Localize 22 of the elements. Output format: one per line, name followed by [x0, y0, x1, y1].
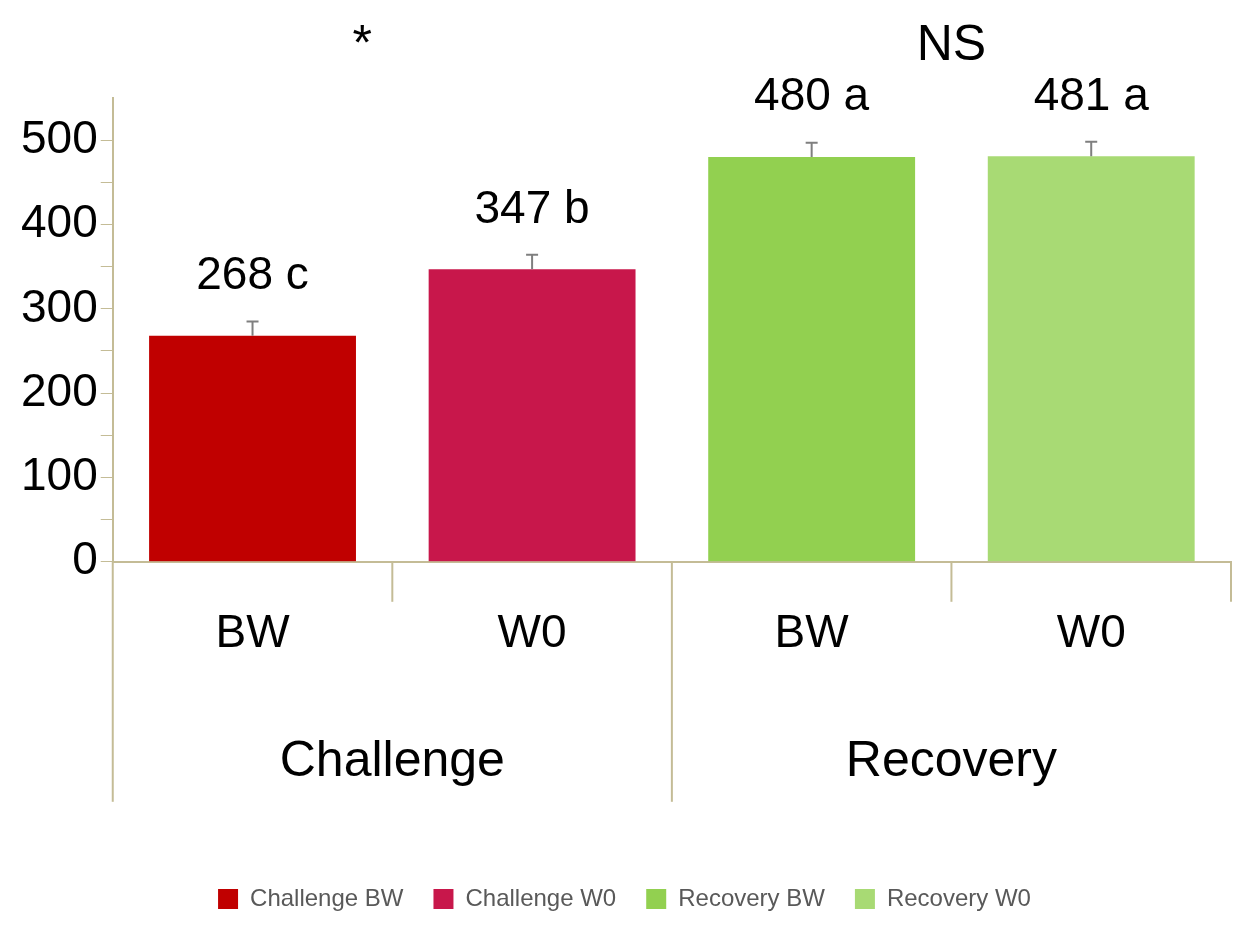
- legend-label: Challenge W0: [465, 883, 617, 911]
- legend-label: Challenge BW: [250, 883, 404, 911]
- x-tick-label: W0: [1056, 605, 1126, 658]
- data-label: 347 b: [474, 180, 590, 233]
- data-label: 268 c: [196, 247, 309, 300]
- y-tick-label: 200: [21, 363, 98, 416]
- text: Recovery: [845, 730, 1058, 787]
- data-label: 480 a: [754, 68, 870, 121]
- y-tick-label: 0: [72, 532, 98, 585]
- x-tick-label: BW: [774, 605, 850, 658]
- y-tick-label: 500: [21, 110, 98, 163]
- text: *: [352, 14, 373, 71]
- y-tick-label: 100: [21, 448, 98, 501]
- legend-label: Recovery BW: [678, 883, 826, 911]
- data-label: 481 a: [1033, 67, 1150, 120]
- text: Challenge: [279, 730, 505, 787]
- y-tick-label: 300: [21, 279, 98, 332]
- y-tick-label: 400: [21, 195, 98, 248]
- x-tick-label: W0: [497, 605, 567, 658]
- text: NS: [916, 14, 987, 71]
- x-tick-label: BW: [215, 605, 291, 658]
- legend-label: Recovery W0: [886, 883, 1031, 911]
